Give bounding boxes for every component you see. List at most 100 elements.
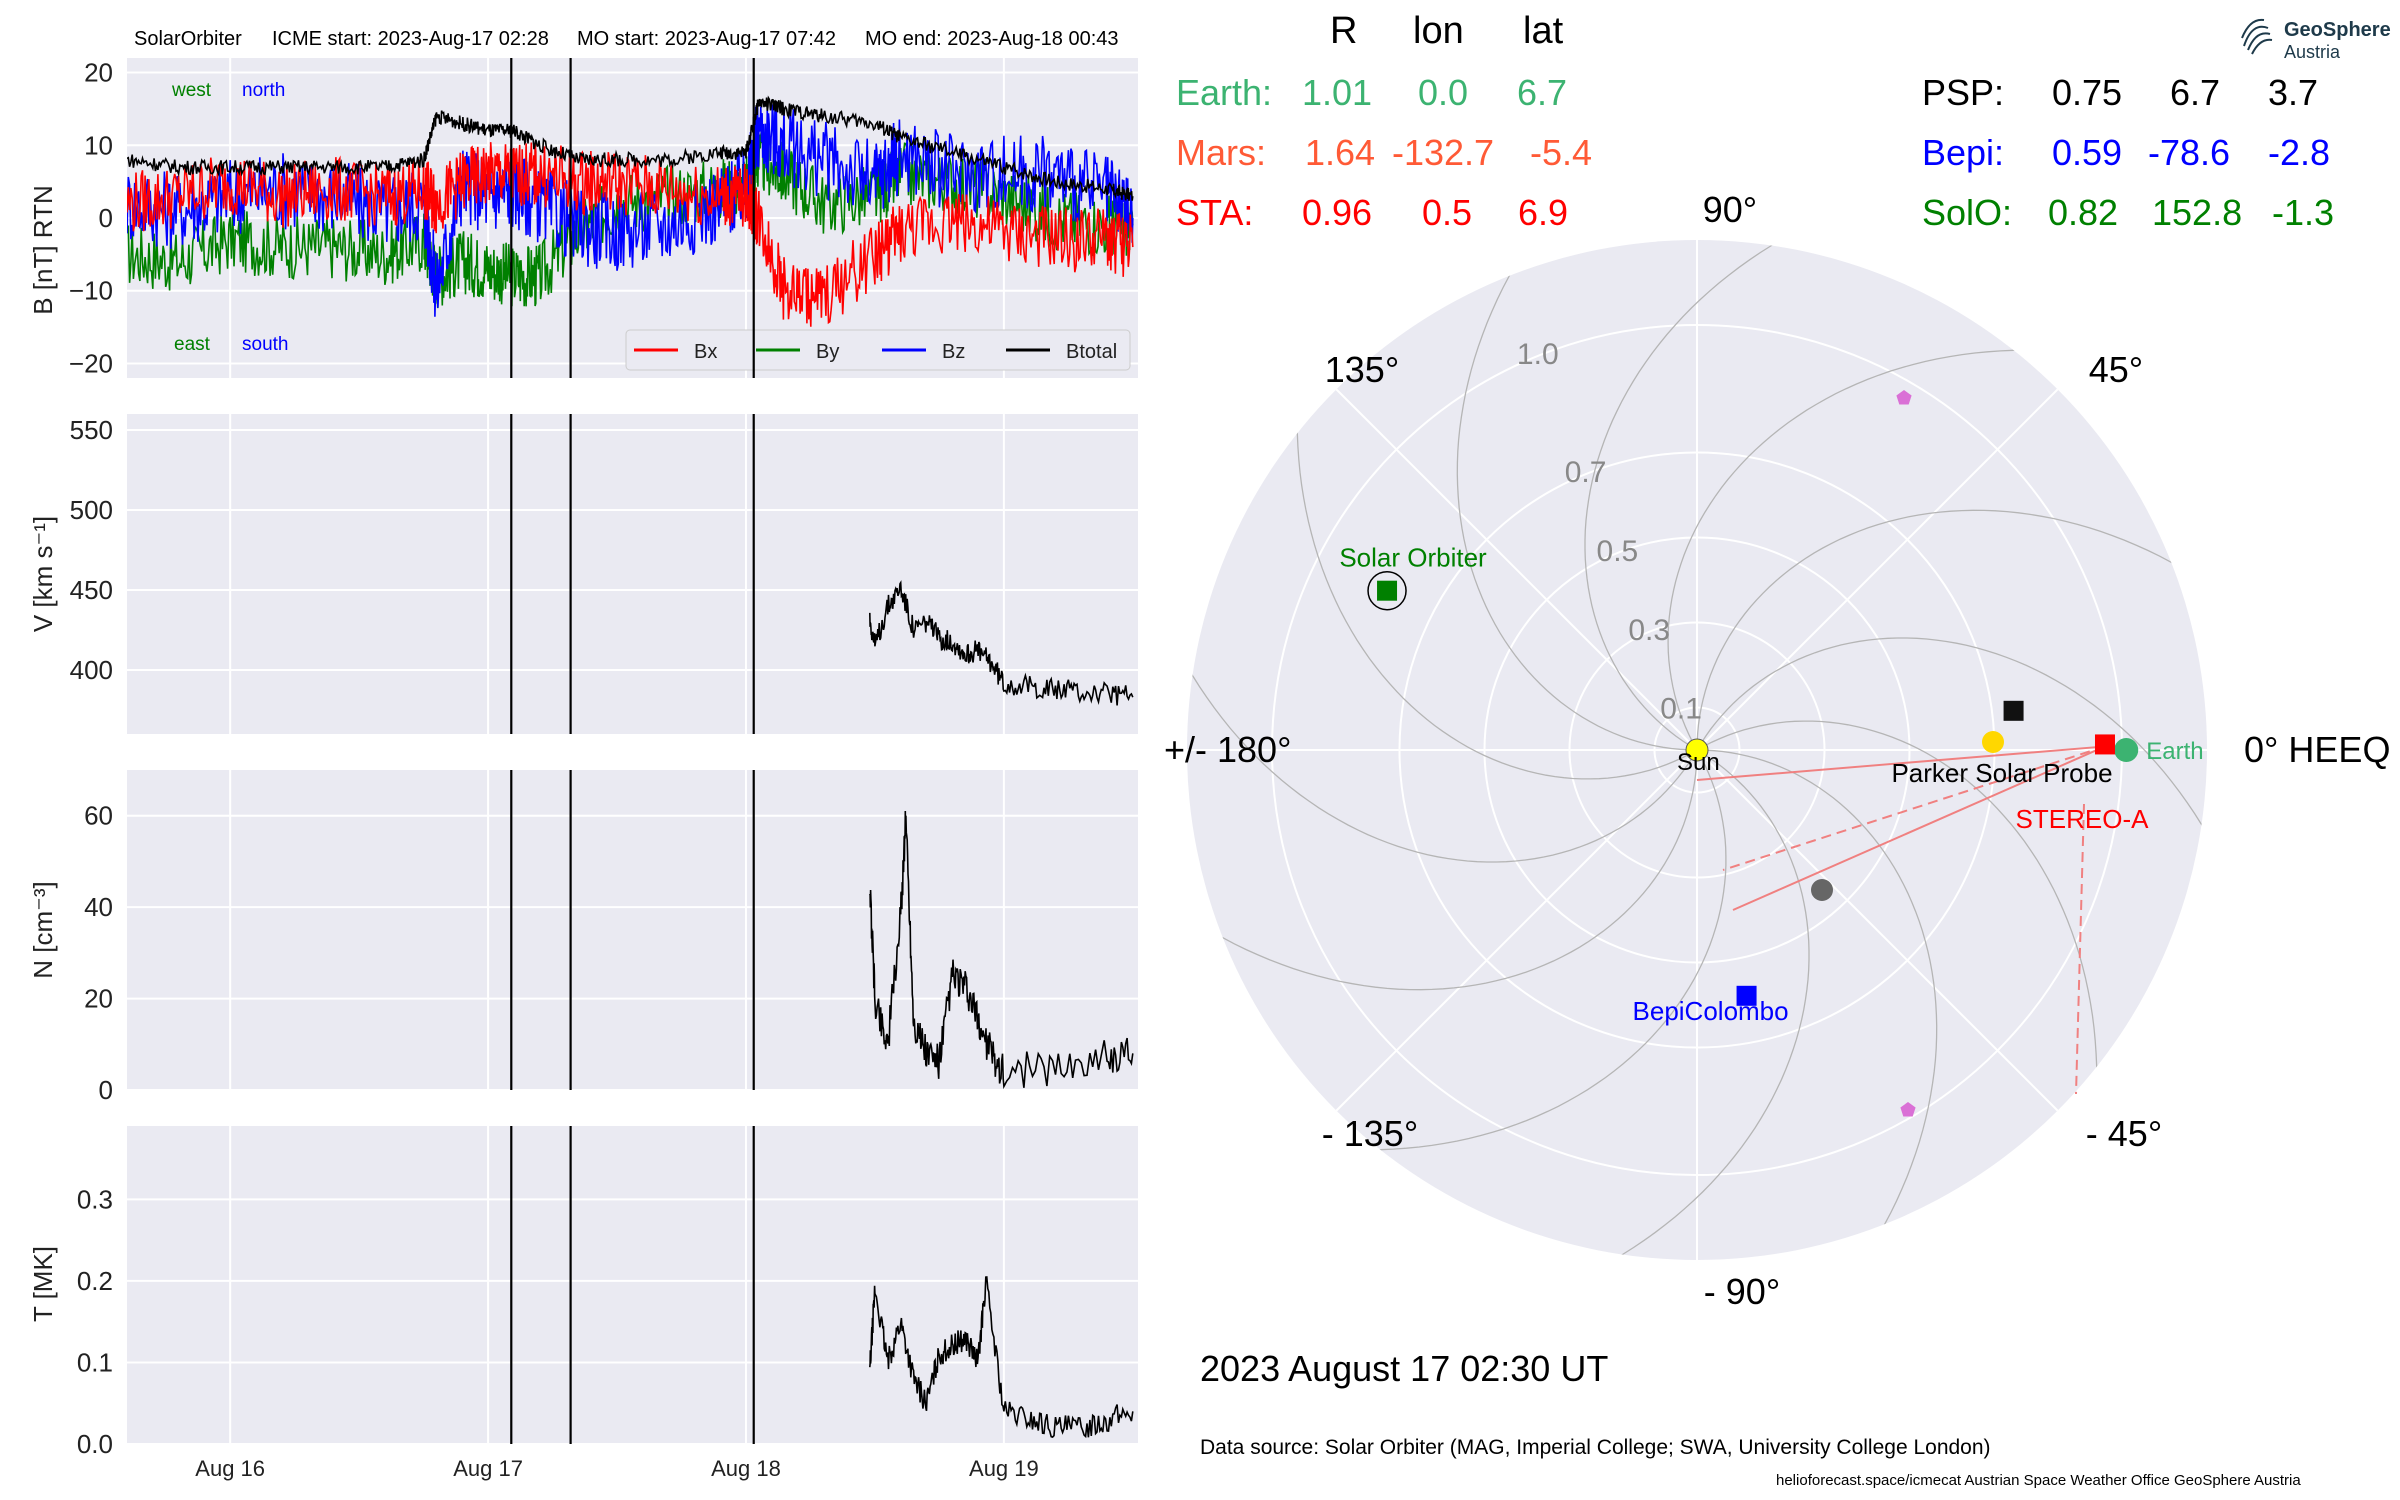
pos-mars-r: 1.64: [1305, 132, 1376, 173]
sun-label: Sun: [1677, 749, 1720, 776]
pos-sta-lon: 0.5: [1422, 192, 1473, 233]
pos-psp-lon: 6.7: [2170, 72, 2221, 113]
sun-marker: [1685, 738, 1709, 762]
sta-view-lines: [1696, 745, 2106, 1095]
stereo-a-label: STEREO-A: [2016, 804, 2150, 834]
spiral-line: [1696, 637, 2207, 849]
spiral-line: [1667, 349, 2041, 751]
spiral-line: [1187, 651, 1698, 863]
spiral-line: [1296, 406, 1698, 780]
x-tick-label: Aug 19: [969, 1456, 1039, 1481]
spiral-line: [1199, 749, 1698, 991]
series-line: [869, 810, 1134, 1090]
pos-earth-lon: 0.0: [1418, 72, 1469, 113]
pos-earth-lat: 6.7: [1517, 72, 1568, 113]
panel-data: [127, 95, 1134, 327]
y-tick-label: 450: [70, 575, 113, 605]
pos-solo-r: 0.82: [2048, 192, 2119, 233]
annotation-south: south: [242, 334, 288, 355]
pos-mars-name: Mars:: [1176, 132, 1266, 173]
pos-bepi-lon: -78.6: [2148, 132, 2231, 173]
earth-label: Earth: [2146, 738, 2203, 765]
pos-psp-r: 0.75: [2052, 72, 2123, 113]
series-line-btotal: [127, 95, 1134, 201]
panel-magnetic-field: 20 10 0 −10 −20 B [nT] RTN west north east south B…: [28, 58, 1138, 378]
geosphere-logo-icon: [2241, 18, 2273, 55]
geosphere-logo: GeoSphere Austria: [2241, 18, 2391, 62]
radial-tick-label: 1.0: [1517, 338, 1559, 371]
header-icme-start: ICME start: 2023-Aug-17 02:28: [272, 28, 549, 50]
radial-tick-label: 0.1: [1660, 693, 1702, 726]
y-tick-label: 0: [99, 203, 113, 233]
solo-label: Solar Orbiter: [1339, 543, 1487, 573]
logo-line1: GeoSphere: [2284, 19, 2391, 41]
y-tick-label: −10: [69, 276, 113, 306]
col-head-lat: lat: [1523, 10, 1564, 52]
parker-spirals: [1187, 240, 2207, 1260]
series-line: [869, 580, 1134, 706]
polar-grid-spoke: [1335, 388, 1698, 751]
psp-label: Parker Solar Probe: [1891, 758, 2112, 788]
panel-density: 60 40 20 0 N [cm⁻³]: [28, 770, 1138, 1105]
y-tick-label: 20: [84, 984, 113, 1014]
panel-speed: 550 500 450 400 V [km s⁻¹]: [28, 414, 1138, 734]
data-source: Data source: Solar Orbiter (MAG, Imperia…: [1200, 1436, 1991, 1459]
y-axis-label: B [nT] RTN: [28, 185, 58, 315]
solo-marker: [1377, 580, 1398, 601]
pos-earth-r: 1.01: [1302, 72, 1373, 113]
annotation-west: west: [171, 80, 212, 101]
pos-psp-lat: 3.7: [2268, 72, 2319, 113]
y-tick-label: 0: [99, 1075, 113, 1105]
angle-label: +/- 180°: [1164, 729, 1291, 770]
legend: Bx By Bz Btotal: [625, 329, 1131, 371]
pos-bepi-r: 0.59: [2052, 132, 2123, 173]
spiral-line: [1598, 749, 1810, 1260]
annotation-north: north: [242, 80, 285, 101]
pos-sta-name: STA:: [1176, 192, 1254, 233]
y-tick-label: 60: [84, 801, 113, 831]
polar-grid-spoke: [1696, 749, 2059, 1112]
y-tick-label: 10: [84, 130, 113, 160]
angle-label: 0° HEEQ: [2244, 729, 2390, 770]
angle-label: - 90°: [1704, 1271, 1780, 1312]
y-axis-label: V [km s⁻¹]: [28, 516, 58, 632]
spiral-line: [1456, 252, 1698, 751]
y-tick-label: 20: [84, 58, 113, 88]
y-axis-label: N [cm⁻³]: [28, 881, 58, 979]
spiral-line: [1696, 720, 2098, 1094]
header-mo-end: MO end: 2023-Aug-18 00:43: [865, 28, 1119, 50]
radial-tick-label: 0.5: [1597, 535, 1639, 568]
y-axis-label: T [MK]: [28, 1246, 58, 1322]
polar-plot: 1.0 0.7 0.5 0.3 0.1 90° 45° 0° HEEQ - 45° - 90° - …: [1164, 189, 2390, 1312]
panel-data: [869, 810, 1134, 1090]
header-mo-start: MO start: 2023-Aug-17 07:42: [577, 28, 837, 50]
series-line-bx: [127, 142, 1134, 327]
angle-label: - 135°: [1322, 1113, 1418, 1154]
panel-data: [869, 580, 1134, 706]
y-tick-label: 0.3: [77, 1184, 113, 1214]
earth-marker: [2114, 738, 2139, 762]
polar-grid-spoke: [1696, 388, 2059, 751]
pos-solo-lat: -1.3: [2272, 192, 2335, 233]
x-tick-label: Aug 18: [711, 1456, 781, 1481]
spiral-line: [1353, 749, 1727, 1151]
legend-label-bx: Bx: [694, 341, 717, 363]
x-tick-label: Aug 16: [195, 1456, 265, 1481]
panel-background: [127, 770, 1138, 1090]
spiral-line: [1584, 240, 1796, 751]
y-tick-label: 0.2: [77, 1266, 113, 1296]
pos-bepi-name: Bepi:: [1922, 132, 2005, 173]
solo-highlight-ring: [1367, 570, 1407, 611]
angle-label: - 45°: [2086, 1113, 2162, 1154]
pos-mars-lon: -132.7: [1392, 132, 1495, 173]
panel-background: [127, 1126, 1138, 1444]
pos-mars-lat: -5.4: [1530, 132, 1593, 173]
legend-box: [625, 329, 1131, 371]
y-tick-label: 500: [70, 495, 113, 525]
pos-earth-name: Earth:: [1176, 72, 1273, 113]
pos-bepi-lat: -2.8: [2268, 132, 2331, 173]
y-tick-label: 400: [70, 655, 113, 685]
y-tick-label: 550: [70, 415, 113, 445]
legend-label-by: By: [816, 341, 839, 363]
